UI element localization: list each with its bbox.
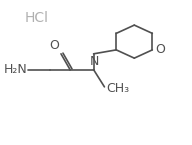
Text: O: O	[155, 43, 165, 56]
Text: H₂N: H₂N	[4, 63, 27, 76]
Text: N: N	[90, 55, 99, 68]
Text: O: O	[49, 39, 59, 52]
Text: CH₃: CH₃	[106, 82, 129, 95]
Text: HCl: HCl	[25, 11, 49, 25]
